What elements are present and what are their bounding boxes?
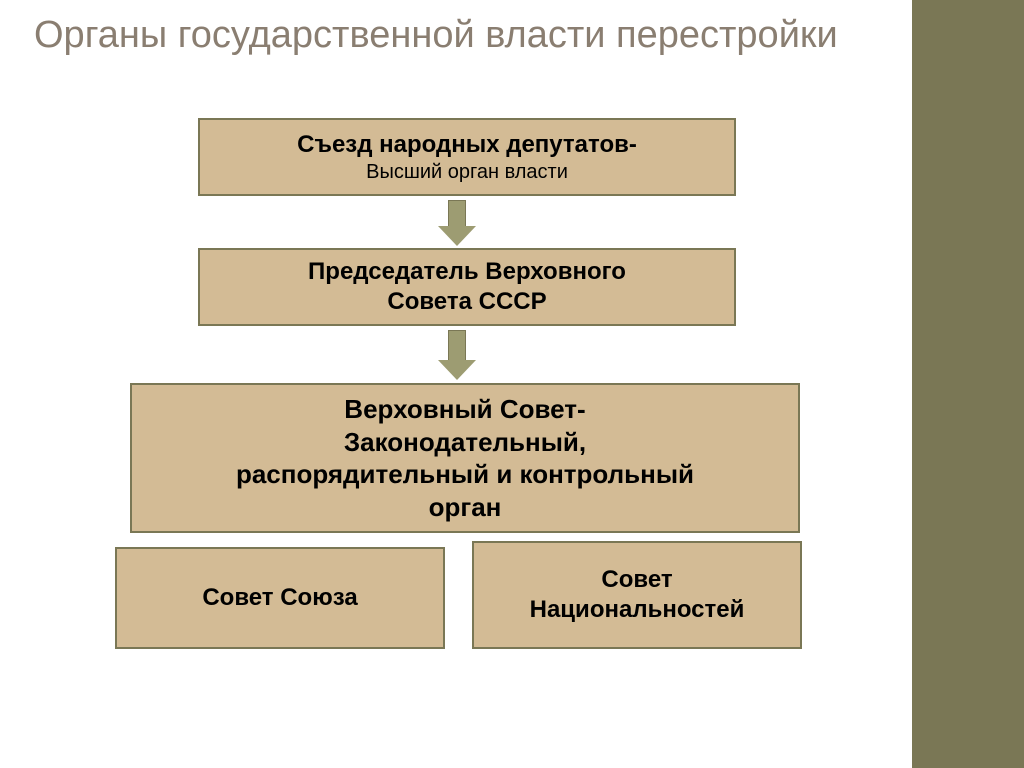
arrow-down-icon — [438, 200, 476, 246]
supreme-line1: Верховный Совет- — [344, 393, 585, 426]
congress-subtitle: Высший орган власти — [366, 160, 568, 185]
nat-line1: Совет — [601, 565, 672, 595]
nat-line2: Национальностей — [530, 595, 745, 625]
union-label: Совет Союза — [202, 583, 357, 613]
slide-title: Органы государственной власти перестройк… — [34, 14, 904, 58]
side-stripe — [912, 0, 1024, 768]
chairman-line2: Совета СССР — [387, 287, 546, 317]
box-council-nationalities: Совет Национальностей — [472, 541, 802, 649]
box-supreme-council: Верховный Совет- Законодательный, распор… — [130, 383, 800, 533]
box-congress: Съезд народных депутатов- Высший орган в… — [198, 118, 736, 196]
supreme-line3: распорядительный и контрольный — [236, 458, 694, 491]
supreme-line2: Законодательный, — [344, 426, 586, 459]
box-chairman: Председатель Верховного Совета СССР — [198, 248, 736, 326]
supreme-line4: орган — [429, 491, 502, 524]
chairman-line1: Председатель Верховного — [308, 257, 626, 287]
box-council-union: Совет Союза — [115, 547, 445, 649]
arrow-down-icon — [438, 330, 476, 380]
congress-title: Съезд народных депутатов- — [297, 130, 637, 160]
